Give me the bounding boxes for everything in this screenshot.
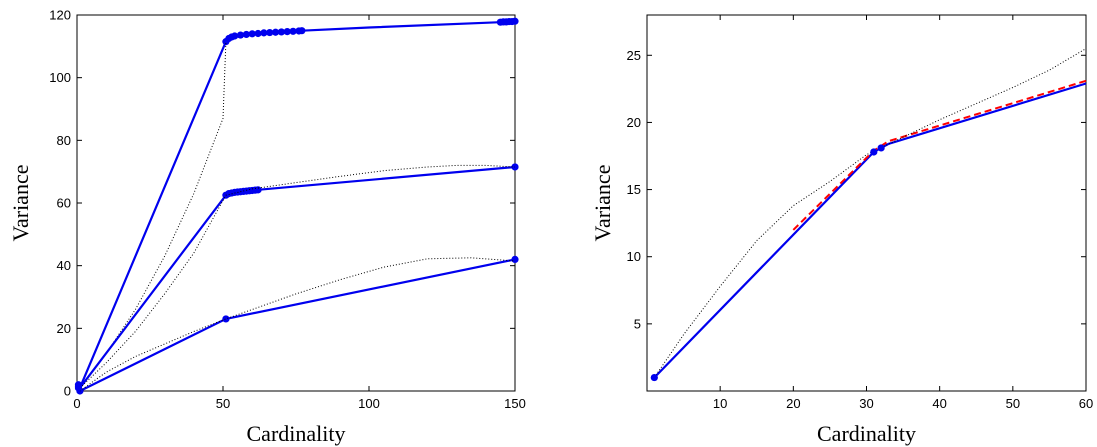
series-group — [74, 17, 519, 395]
x-tick-label: 10 — [713, 396, 727, 411]
data-point-marker — [511, 17, 519, 25]
series-line-dotted — [79, 164, 516, 389]
data-point-marker — [271, 28, 280, 36]
series-line-solid — [653, 82, 1087, 379]
data-point-marker — [511, 255, 519, 263]
data-point-marker — [266, 28, 274, 37]
y-tick-label: 40 — [57, 258, 71, 273]
x-tick-label: 100 — [358, 396, 380, 411]
y-axis-title: Variance — [8, 165, 33, 242]
data-point-marker — [236, 31, 245, 39]
plot-area-frame — [646, 14, 1087, 392]
data-point-marker — [231, 32, 239, 40]
y-axis-title: Variance — [590, 165, 615, 242]
data-point-marker — [222, 315, 230, 323]
left-chart-panel: 0 50 100 150 0 20 40 60 80 100 120 Cardinality Varia… — [8, 8, 526, 447]
y-tick-label: 10 — [627, 249, 641, 264]
right-chart-panel: 10 20 30 40 50 60 5 10 15 20 25 Cardinality Variance — [590, 14, 1093, 446]
y-tick-label: 20 — [627, 115, 641, 130]
y-tick-label: 120 — [49, 8, 71, 23]
plot-area-frame — [76, 14, 516, 392]
data-point-marker — [277, 28, 285, 36]
series-group — [650, 48, 1087, 382]
x-axis-title: Cardinality — [247, 421, 346, 446]
data-point-marker — [254, 29, 262, 38]
y-tick-label: 60 — [57, 196, 71, 211]
x-tick-label: 50 — [216, 396, 230, 411]
series-line-dashed — [792, 79, 1087, 231]
series-line-solid — [79, 258, 516, 392]
y-tick-label: 80 — [57, 133, 71, 148]
x-tick-label: 0 — [73, 396, 80, 411]
series-line-dotted — [653, 48, 1087, 378]
x-tick-label: 150 — [504, 396, 526, 411]
series-line-dotted — [79, 41, 227, 389]
data-point-marker — [283, 28, 291, 36]
x-axis-title: Cardinality — [817, 421, 916, 446]
series-line-solid — [78, 20, 516, 389]
y-tick-label: 15 — [627, 182, 641, 197]
y-tick-label: 25 — [627, 48, 641, 63]
data-point-marker — [74, 382, 83, 390]
x-tick-label: 20 — [786, 396, 800, 411]
data-point-marker — [260, 29, 268, 37]
x-tick-label: 50 — [1006, 396, 1020, 411]
y-tick-label: 0 — [64, 384, 71, 399]
x-tick-label: 40 — [932, 396, 946, 411]
data-point-marker — [289, 27, 297, 35]
y-tick-label: 20 — [57, 321, 71, 336]
data-point-marker — [650, 373, 658, 382]
data-point-marker — [877, 144, 885, 152]
data-point-marker — [242, 30, 250, 39]
series-line-dotted — [79, 257, 516, 392]
y-tick-label: 100 — [49, 70, 71, 85]
x-tick-label: 30 — [859, 396, 873, 411]
data-point-marker — [248, 30, 256, 38]
series-line-solid — [79, 165, 516, 389]
data-point-marker — [870, 148, 878, 156]
y-tick-label: 5 — [634, 316, 641, 331]
data-point-marker — [254, 186, 262, 194]
data-point-marker — [298, 27, 306, 35]
x-tick-label: 60 — [1079, 396, 1093, 411]
